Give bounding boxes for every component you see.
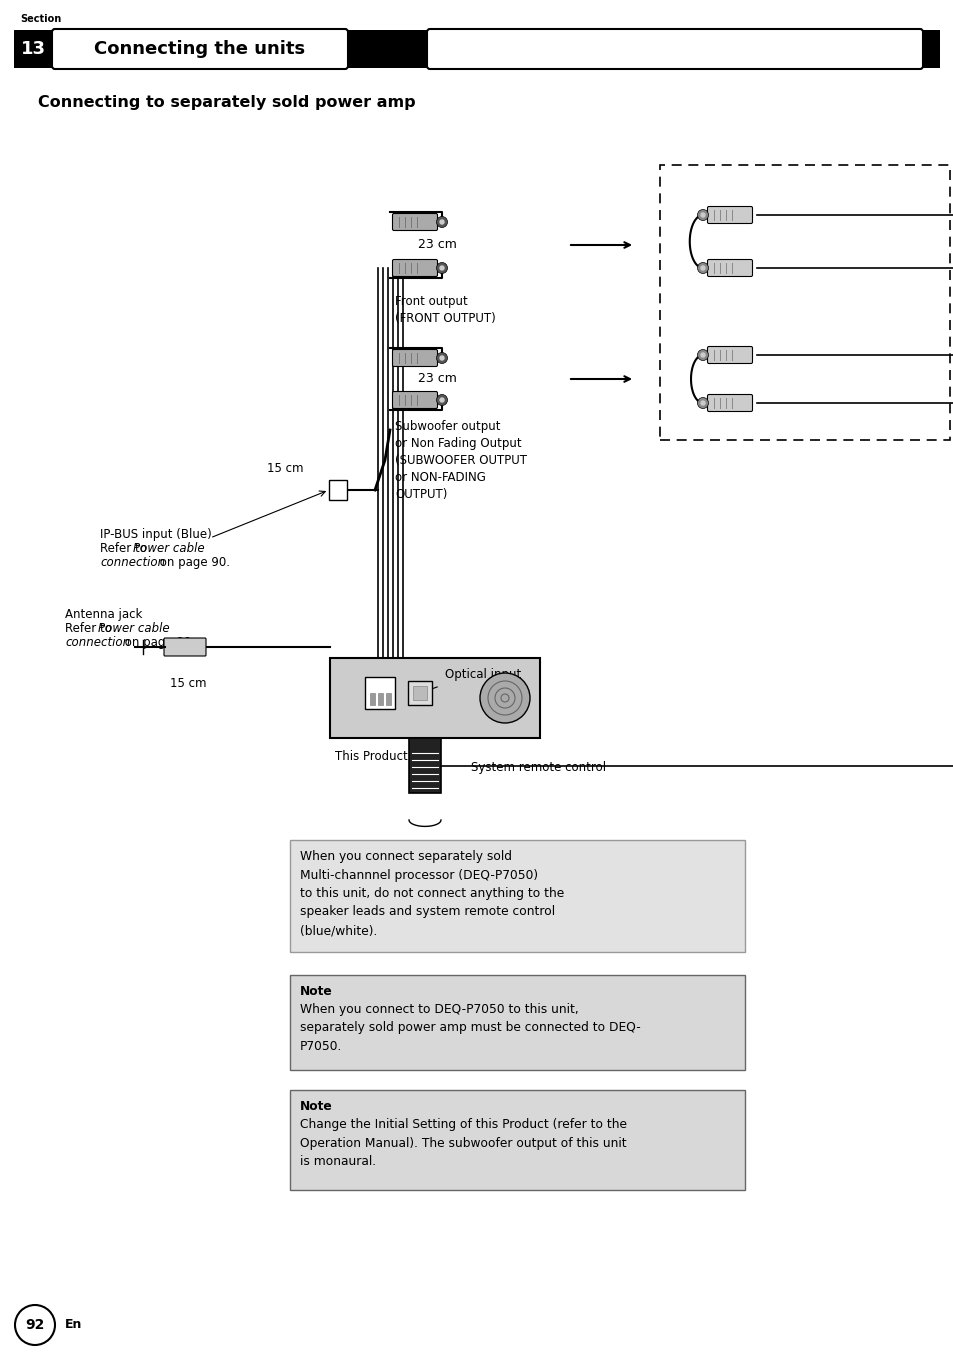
Circle shape: [436, 394, 447, 405]
Text: When you connect to DEQ-P7050 to this unit,
separately sold power amp must be co: When you connect to DEQ-P7050 to this un…: [299, 1003, 640, 1053]
Text: Change the Initial Setting of this Product (refer to the
Operation Manual). The : Change the Initial Setting of this Produ…: [299, 1118, 626, 1168]
Bar: [408, 682, 432, 705]
Text: Section: Section: [20, 14, 61, 24]
Circle shape: [700, 213, 704, 217]
Circle shape: [439, 398, 443, 402]
FancyBboxPatch shape: [707, 394, 752, 412]
Bar: [413, 686, 427, 701]
Text: on page 90.: on page 90.: [121, 635, 194, 649]
Text: Note: Note: [299, 1100, 333, 1112]
Text: Optical input: Optical input: [444, 668, 520, 682]
Circle shape: [697, 397, 708, 408]
Circle shape: [439, 266, 443, 270]
FancyBboxPatch shape: [707, 206, 752, 224]
Circle shape: [439, 220, 443, 224]
Circle shape: [439, 356, 443, 360]
Bar: [377, 692, 382, 705]
Bar: [409, 738, 440, 793]
Bar: [290, 1089, 744, 1190]
Text: 15 cm: 15 cm: [267, 462, 303, 476]
Bar: [14, 30, 939, 68]
Text: Refer to: Refer to: [100, 542, 151, 556]
FancyBboxPatch shape: [707, 347, 752, 363]
Circle shape: [700, 354, 704, 356]
Text: connection: connection: [65, 635, 130, 649]
Circle shape: [15, 1305, 55, 1346]
FancyBboxPatch shape: [707, 260, 752, 276]
Text: Connecting to separately sold power amp: Connecting to separately sold power amp: [38, 95, 416, 110]
Text: Refer to: Refer to: [65, 622, 115, 635]
Circle shape: [436, 263, 447, 274]
Text: Subwoofer output
or Non Fading Output
(SUBWOOFER OUTPUT
or NON-FADING
OUTPUT): Subwoofer output or Non Fading Output (S…: [395, 420, 526, 501]
Text: Power cable: Power cable: [98, 622, 170, 635]
Text: connection: connection: [100, 556, 165, 569]
Bar: [365, 678, 395, 709]
FancyBboxPatch shape: [392, 260, 437, 276]
Bar: [330, 659, 539, 738]
FancyBboxPatch shape: [427, 28, 923, 69]
FancyBboxPatch shape: [329, 480, 347, 500]
Text: 92: 92: [26, 1318, 45, 1332]
Bar: [290, 976, 744, 1070]
FancyBboxPatch shape: [392, 392, 437, 408]
Circle shape: [697, 210, 708, 221]
FancyBboxPatch shape: [392, 214, 437, 230]
Text: 23 cm: 23 cm: [417, 238, 456, 252]
Bar: [370, 692, 375, 705]
Circle shape: [436, 352, 447, 363]
Text: on page 90.: on page 90.: [156, 556, 230, 569]
Text: Connecting the units: Connecting the units: [94, 41, 305, 58]
Circle shape: [700, 401, 704, 405]
Bar: [386, 692, 391, 705]
Text: Front output
(FRONT OUTPUT): Front output (FRONT OUTPUT): [395, 295, 496, 325]
Circle shape: [436, 217, 447, 228]
Text: En: En: [65, 1318, 82, 1332]
Circle shape: [479, 673, 530, 724]
Bar: [659, 165, 949, 440]
FancyBboxPatch shape: [392, 350, 437, 366]
Text: 23 cm: 23 cm: [417, 373, 456, 386]
Text: IP-BUS input (Blue): IP-BUS input (Blue): [100, 528, 212, 541]
FancyBboxPatch shape: [164, 638, 206, 656]
Text: System remote control: System remote control: [471, 760, 605, 774]
Text: This Product: This Product: [335, 751, 407, 763]
Circle shape: [700, 266, 704, 270]
Text: When you connect separately sold
Multi-channnel processor (DEQ-P7050)
to this un: When you connect separately sold Multi-c…: [299, 850, 563, 938]
Bar: [290, 840, 744, 953]
Text: 15 cm: 15 cm: [170, 678, 206, 690]
Text: Antenna jack: Antenna jack: [65, 608, 142, 621]
Text: Power cable: Power cable: [132, 542, 204, 556]
Circle shape: [697, 350, 708, 360]
Text: 13: 13: [20, 41, 46, 58]
Text: Note: Note: [299, 985, 333, 999]
Circle shape: [697, 263, 708, 274]
FancyBboxPatch shape: [52, 28, 348, 69]
